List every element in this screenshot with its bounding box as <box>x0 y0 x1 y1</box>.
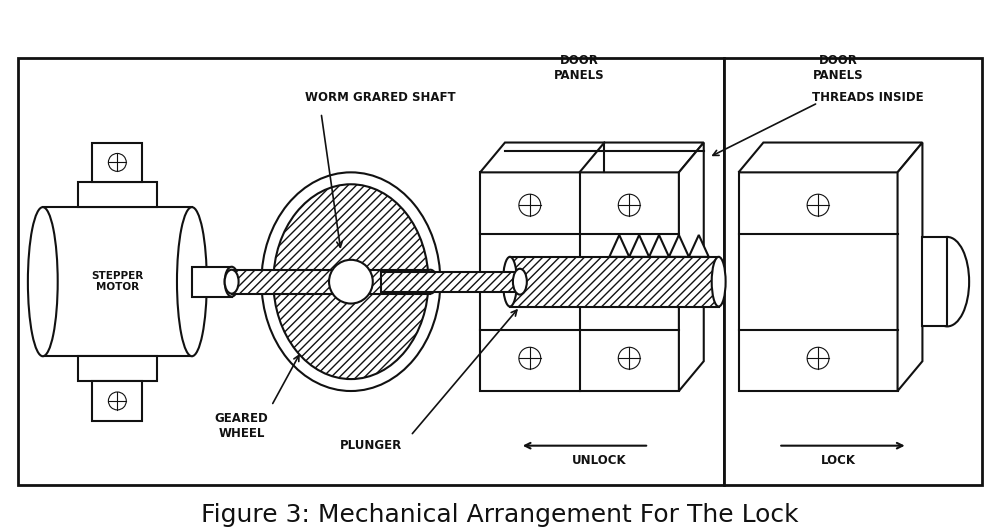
Text: THREADS INSIDE: THREADS INSIDE <box>812 92 924 104</box>
Polygon shape <box>669 235 689 257</box>
Bar <box>381 272 520 292</box>
Bar <box>480 172 679 391</box>
Polygon shape <box>629 235 649 257</box>
Circle shape <box>618 347 640 369</box>
Circle shape <box>108 392 126 410</box>
Text: DOOR
PANELS: DOOR PANELS <box>813 54 863 82</box>
Ellipse shape <box>423 270 437 294</box>
Ellipse shape <box>925 237 969 327</box>
Ellipse shape <box>261 172 440 391</box>
Text: LOCK: LOCK <box>820 454 855 467</box>
Bar <box>78 356 157 381</box>
Bar <box>43 207 192 356</box>
Circle shape <box>807 194 829 216</box>
Bar <box>92 143 142 182</box>
Circle shape <box>519 347 541 369</box>
Ellipse shape <box>273 184 428 379</box>
Polygon shape <box>609 235 629 257</box>
Circle shape <box>519 194 541 216</box>
Circle shape <box>807 347 829 369</box>
Ellipse shape <box>28 207 58 356</box>
Bar <box>192 267 232 296</box>
Bar <box>724 58 982 485</box>
Ellipse shape <box>712 257 726 306</box>
Circle shape <box>329 260 373 304</box>
Ellipse shape <box>503 257 517 306</box>
Bar <box>78 182 157 207</box>
Ellipse shape <box>513 269 527 295</box>
Ellipse shape <box>177 207 207 356</box>
Bar <box>739 172 898 391</box>
Text: STEPPER
MOTOR: STEPPER MOTOR <box>91 271 143 293</box>
Bar <box>18 58 724 485</box>
Text: GEARED
WHEEL: GEARED WHEEL <box>215 412 268 440</box>
Text: UNLOCK: UNLOCK <box>572 454 627 467</box>
Bar <box>510 257 719 306</box>
Text: WORM GRARED SHAFT: WORM GRARED SHAFT <box>305 92 456 104</box>
Polygon shape <box>649 235 669 257</box>
Circle shape <box>618 194 640 216</box>
Polygon shape <box>689 235 709 257</box>
Polygon shape <box>679 143 704 391</box>
Ellipse shape <box>225 270 239 294</box>
Bar <box>922 237 947 327</box>
Text: PLUNGER: PLUNGER <box>340 439 402 452</box>
Text: DOOR
PANELS: DOOR PANELS <box>554 54 605 82</box>
Polygon shape <box>739 143 922 172</box>
Text: Figure 3: Mechanical Arrangement For The Lock: Figure 3: Mechanical Arrangement For The… <box>201 503 799 527</box>
Polygon shape <box>480 143 704 172</box>
Ellipse shape <box>225 267 239 296</box>
Bar <box>92 381 142 421</box>
Polygon shape <box>898 143 922 391</box>
Circle shape <box>108 153 126 171</box>
Bar <box>232 270 430 294</box>
